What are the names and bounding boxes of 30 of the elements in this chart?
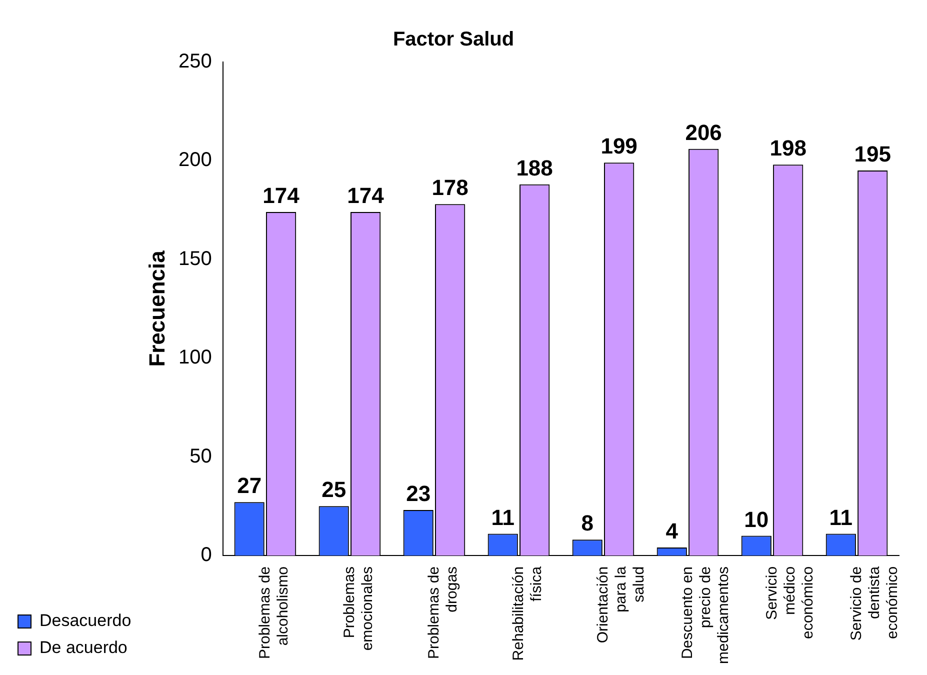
data-label: 27: [237, 473, 262, 498]
data-label: 174: [347, 183, 385, 208]
data-label: 11: [491, 504, 514, 530]
y-tick-label: 150: [178, 248, 212, 270]
x-tick-label: Problemas de drogas: [425, 566, 460, 660]
chart-title: Factor Salud: [392, 28, 514, 51]
data-label: 174: [262, 183, 300, 208]
data-label: 10: [744, 506, 769, 532]
data-label: 198: [770, 136, 806, 161]
data-label: 178: [432, 175, 468, 200]
data-label: 206: [685, 120, 722, 145]
x-tick-label: Orientación para la salud: [594, 566, 648, 644]
y-tick-label: 200: [178, 149, 212, 172]
x-tick-label: Rehabilitación física: [510, 566, 545, 661]
legend-label: Desacuerdo: [40, 611, 132, 630]
y-tick-label: 0: [200, 544, 212, 566]
data-label: 195: [854, 142, 891, 167]
data-label: 188: [516, 155, 553, 180]
data-label: 8: [581, 510, 594, 536]
data-label: 11: [829, 504, 853, 530]
data-label: 23: [406, 481, 431, 506]
y-tick-label: 100: [178, 346, 212, 369]
y-axis-title: Frecuencia: [144, 250, 170, 367]
x-tick-label: Problemas de alcoholismo: [256, 566, 292, 660]
data-label: 4: [666, 518, 679, 544]
data-label: 25: [322, 477, 346, 502]
y-tick-label: 250: [178, 50, 212, 73]
legend-label: De acuerdo: [40, 638, 128, 658]
data-label: 199: [600, 134, 638, 159]
y-tick-label: 50: [190, 445, 212, 468]
